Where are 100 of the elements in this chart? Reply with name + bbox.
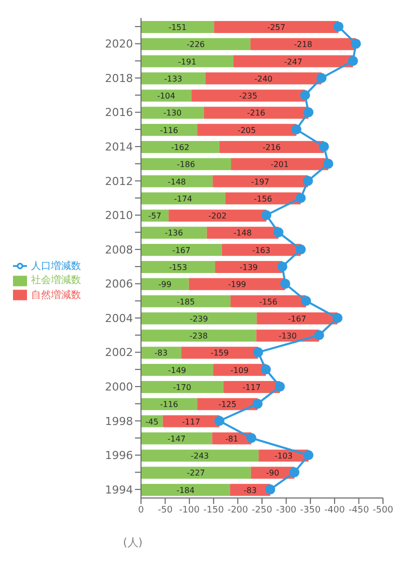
bar	[141, 175, 213, 188]
point	[274, 382, 285, 392]
bar	[231, 158, 328, 170]
data-label: -136	[164, 228, 183, 238]
y-tick-label: 2020	[105, 38, 133, 51]
bar	[141, 432, 212, 444]
data-label: -117	[182, 417, 200, 426]
legend-label: 自然増減数	[31, 290, 81, 301]
bar	[141, 484, 230, 496]
bar	[141, 21, 214, 33]
data-label: -99	[158, 280, 172, 290]
data-label: -235	[239, 92, 258, 101]
data-label: -130	[278, 332, 297, 341]
data-label: -170	[173, 383, 192, 392]
data-label: -257	[267, 23, 286, 32]
bar	[141, 381, 224, 393]
data-label: -153	[168, 263, 188, 272]
data-label: -83	[154, 348, 168, 358]
y-tick-label: 1996	[105, 449, 133, 462]
point	[277, 262, 288, 272]
x-tick-label: -200	[228, 505, 248, 516]
y-tick-label: 2014	[105, 140, 133, 154]
bar	[141, 244, 222, 256]
data-label: -163	[252, 246, 270, 255]
data-label: -139	[240, 263, 258, 272]
point	[348, 56, 358, 66]
data-label: -227	[186, 468, 206, 478]
point	[296, 244, 306, 254]
data-label: -191	[178, 57, 196, 66]
point	[323, 158, 334, 169]
bar	[141, 38, 250, 50]
data-label: -149	[168, 366, 186, 375]
data-label: -109	[230, 366, 249, 375]
point	[261, 210, 272, 220]
data-label: -125	[218, 400, 236, 410]
x-tick-label: -350	[300, 505, 321, 516]
data-label: -239	[190, 314, 208, 324]
bar	[141, 346, 182, 359]
data-label: -243	[190, 452, 209, 461]
y-tick-label: 2010	[105, 209, 133, 222]
bar	[141, 226, 207, 239]
bar	[141, 55, 234, 68]
data-label: -197	[251, 177, 270, 186]
bar	[141, 398, 198, 410]
point	[302, 176, 313, 186]
data-label: -151	[168, 23, 187, 32]
data-label: -202	[208, 212, 227, 221]
point	[350, 38, 361, 49]
data-label: -116	[160, 400, 178, 410]
data-label: -167	[172, 246, 190, 255]
data-label: -116	[160, 126, 178, 135]
data-label: -130	[163, 108, 182, 118]
data-label: -216	[262, 143, 281, 152]
bar	[141, 278, 189, 290]
data-label: -156	[254, 194, 272, 204]
bar	[141, 450, 259, 462]
point	[333, 22, 344, 32]
data-label: -83	[244, 486, 257, 495]
bar	[191, 90, 306, 102]
data-label: -199	[228, 280, 246, 290]
y-tick-label: 2018	[105, 72, 133, 85]
point	[291, 124, 302, 134]
bar	[141, 312, 257, 324]
bar	[233, 55, 353, 68]
data-label: -247	[284, 57, 302, 66]
y-tick-label: 2000	[105, 380, 133, 394]
bar	[141, 72, 206, 84]
y-tick-label: 2012	[105, 174, 133, 188]
data-label: -103	[274, 452, 293, 461]
data-label: -148	[234, 228, 252, 238]
data-label: -148	[168, 177, 186, 186]
bar	[141, 192, 226, 204]
bar	[181, 346, 258, 359]
data-label: -162	[171, 143, 190, 152]
data-label: -167	[288, 314, 306, 324]
x-tick-label: -300	[276, 505, 297, 516]
data-label: -240	[254, 74, 273, 84]
data-label: -156	[259, 297, 278, 306]
data-label: -104	[157, 92, 176, 101]
data-label: -90	[266, 468, 280, 478]
data-label: -81	[225, 434, 238, 444]
y-tick-label: 1994	[105, 483, 133, 496]
point	[314, 330, 324, 340]
bar	[219, 141, 324, 153]
point	[260, 364, 271, 374]
bar	[141, 141, 220, 153]
point	[246, 433, 256, 443]
data-label: -205	[238, 126, 256, 135]
bar	[204, 106, 308, 119]
data-label: -216	[247, 108, 266, 118]
point	[253, 347, 264, 358]
point	[289, 467, 300, 478]
bar	[212, 175, 308, 188]
x-tick-label: -500	[372, 505, 394, 516]
bar	[141, 90, 192, 102]
bar	[188, 278, 286, 290]
point	[280, 278, 290, 289]
point	[300, 90, 310, 100]
data-label: -201	[270, 160, 289, 170]
point	[265, 484, 276, 494]
